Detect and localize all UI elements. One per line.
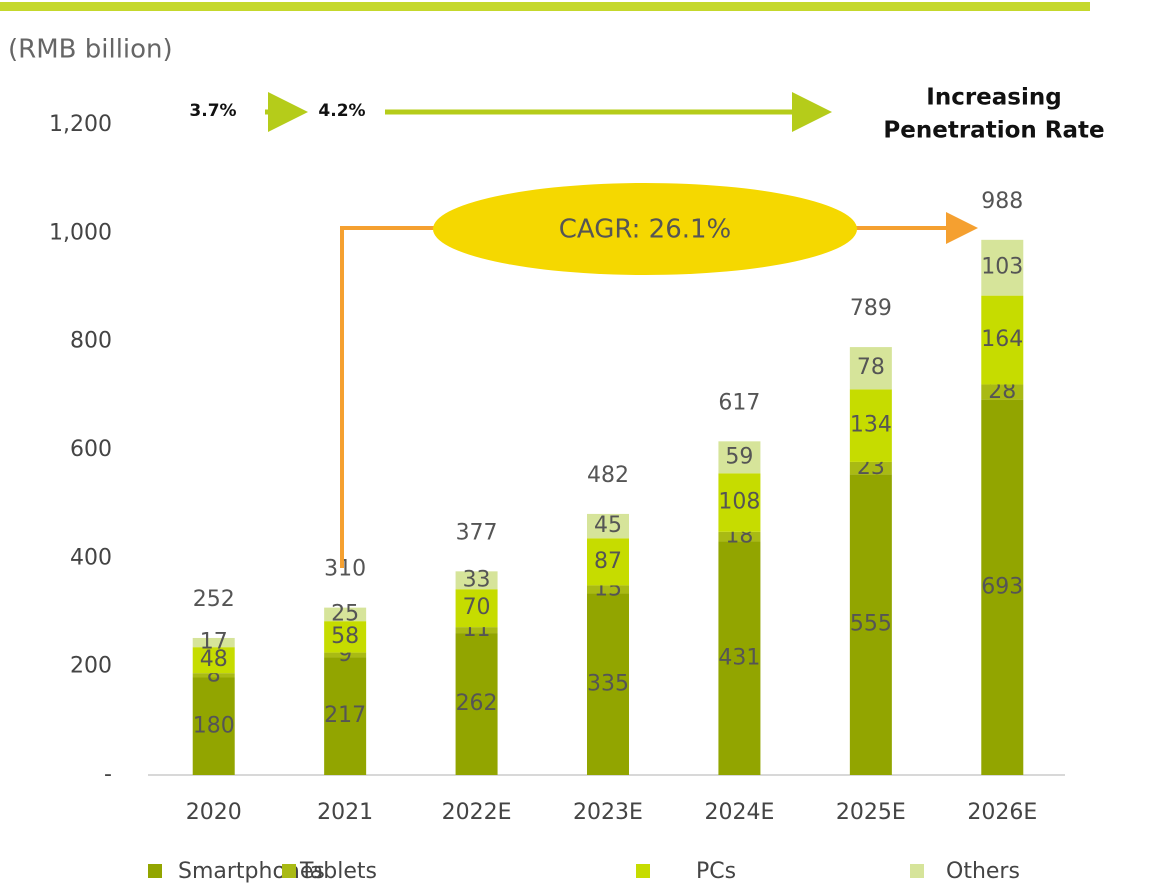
bar-segment: [324, 621, 367, 653]
bar-segment: [587, 513, 629, 539]
total-label: 252: [193, 587, 235, 612]
bar-segment: [718, 531, 761, 542]
legend-swatch: [282, 864, 296, 878]
bar-segment: [455, 571, 498, 590]
legend-label: Tablets: [299, 859, 377, 884]
value-label: 59: [725, 444, 753, 469]
value-label: 134: [850, 413, 892, 438]
bar-segment: [849, 474, 892, 775]
bar-segment: [718, 541, 761, 775]
top-rule: [0, 2, 1090, 11]
value-label: 108: [718, 490, 760, 515]
cagr-bubble: [433, 183, 857, 275]
value-label: 555: [850, 612, 892, 637]
legend-swatch: [910, 864, 924, 878]
rate-title: Increasing: [926, 85, 1061, 111]
value-label: 70: [463, 595, 491, 620]
rate-title: Penetration Rate: [883, 118, 1104, 144]
bar-segment: [455, 627, 498, 634]
bar-segment: [324, 652, 367, 658]
value-label: 33: [463, 567, 491, 592]
legend-swatch: [148, 864, 162, 878]
bar-segment: [981, 399, 1024, 775]
y-tick-label: 1,200: [49, 112, 112, 137]
value-label: 335: [587, 671, 629, 696]
value-label: 693: [981, 574, 1023, 599]
value-label: 25: [331, 601, 359, 626]
value-label: 58: [331, 624, 359, 649]
legend-label: Others: [946, 859, 1020, 884]
y-tick-label: -: [104, 762, 112, 787]
bar-segment: [849, 347, 892, 390]
value-label: 217: [324, 703, 366, 728]
y-unit: (RMB billion): [8, 35, 173, 65]
bar-segment: [192, 637, 235, 648]
y-tick-label: 600: [70, 437, 112, 462]
legend-swatch: [636, 864, 650, 878]
bar-segment: [455, 633, 498, 775]
rate-label: 4.2%: [318, 101, 365, 121]
x-tick-label: 2022E: [442, 800, 512, 825]
bar-segment: [324, 607, 367, 622]
value-label: 164: [981, 327, 1023, 352]
legend-label: PCs: [696, 859, 736, 884]
total-label: 310: [324, 557, 366, 582]
bar-segment: [981, 239, 1024, 296]
value-label: 87: [594, 549, 622, 574]
total-label: 789: [850, 296, 892, 321]
bar-segment: [587, 593, 629, 775]
value-label: 431: [718, 645, 760, 670]
value-label: 45: [594, 513, 622, 538]
x-tick-label: 2024E: [704, 800, 774, 825]
bar-segment: [587, 538, 629, 586]
y-tick-label: 800: [70, 329, 112, 354]
total-label: 617: [718, 390, 760, 415]
x-tick-label: 2021: [317, 800, 373, 825]
bar-segment: [587, 585, 629, 594]
bar-segment: [192, 677, 235, 775]
value-label: 103: [981, 255, 1023, 280]
y-tick-label: 1,000: [49, 220, 112, 245]
plot: -2004006008001,0001,20018084817252202021…: [49, 112, 1037, 884]
value-label: 17: [200, 630, 228, 655]
total-label: 482: [587, 463, 629, 488]
bar-segment: [718, 441, 761, 474]
bar-segment: [981, 295, 1024, 385]
total-label: 988: [981, 189, 1023, 214]
bar-segment: [455, 589, 498, 628]
y-tick-label: 200: [70, 654, 112, 679]
value-label: 180: [193, 713, 235, 738]
bar-segment: [324, 657, 367, 775]
x-tick-label: 2020: [186, 800, 242, 825]
bar-segment: [849, 461, 892, 475]
legend-label: Smartphones: [178, 859, 325, 884]
bar-segment: [718, 473, 761, 532]
bar-segment: [192, 673, 235, 678]
total-label: 377: [456, 520, 498, 545]
bar-segment: [192, 647, 235, 674]
x-tick-label: 2026E: [967, 800, 1037, 825]
y-tick-label: 400: [70, 545, 112, 570]
bar-segment: [981, 384, 1024, 400]
x-tick-label: 2023E: [573, 800, 643, 825]
x-tick-label: 2025E: [836, 800, 906, 825]
value-label: 78: [857, 355, 885, 380]
rate-label: 3.7%: [189, 101, 236, 121]
value-label: 262: [456, 691, 498, 716]
value-label: 48: [200, 647, 228, 672]
bar-segment: [849, 389, 892, 462]
cagr-label: CAGR: 26.1%: [559, 215, 732, 245]
